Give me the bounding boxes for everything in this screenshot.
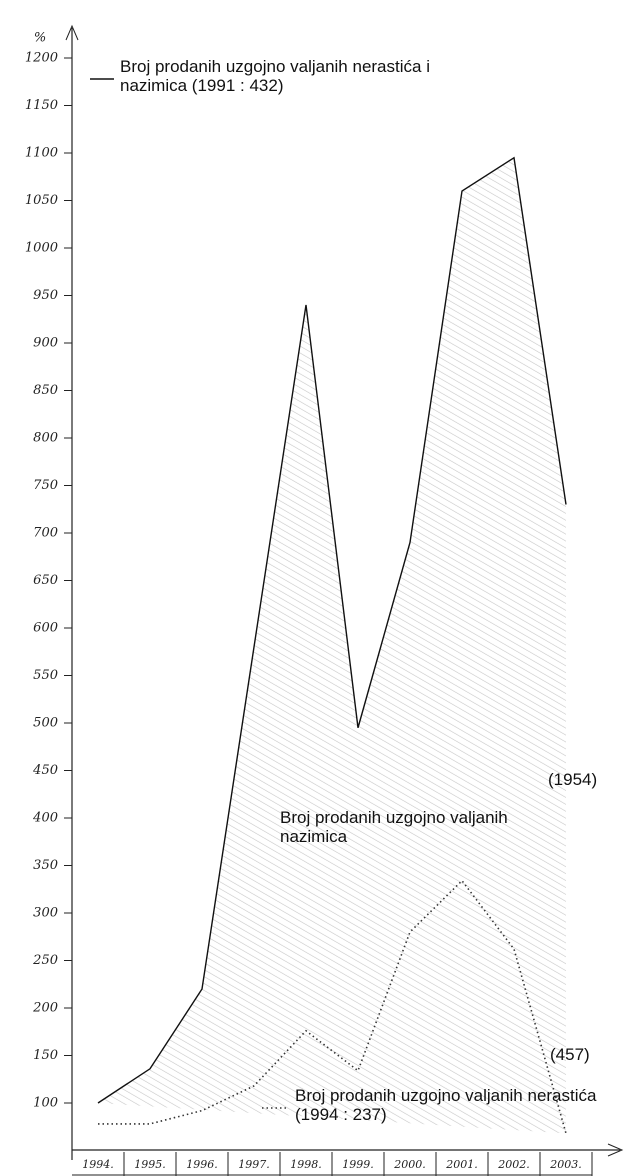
y-tick-label: 150 bbox=[33, 1048, 58, 1063]
x-tick-label: 1997. bbox=[238, 1158, 270, 1171]
x-tick-label: 2001. bbox=[445, 1158, 478, 1171]
legend-label: Broj prodanih uzgojno valjanih nerastića… bbox=[120, 57, 430, 95]
x-tick-label: 2000. bbox=[393, 1158, 426, 1171]
x-tick-label: 2003. bbox=[549, 1158, 582, 1171]
y-tick-label: 650 bbox=[33, 573, 58, 588]
y-tick-label: 400 bbox=[32, 811, 58, 826]
y-tick-label: 500 bbox=[33, 716, 58, 731]
y-tick-label: 1100 bbox=[25, 146, 58, 161]
x-tick-label: 1994. bbox=[82, 1158, 114, 1171]
y-tick-label: 550 bbox=[33, 668, 58, 683]
y-tick-label: 900 bbox=[33, 336, 58, 351]
annotation: (1954) bbox=[548, 770, 598, 789]
y-tick-label: 600 bbox=[33, 621, 58, 636]
x-tick-label: 1999. bbox=[342, 1158, 374, 1171]
x-tick-label: 1995. bbox=[134, 1158, 166, 1171]
y-tick-label: 200 bbox=[32, 1001, 58, 1016]
y-tick-label: 1000 bbox=[25, 241, 58, 256]
x-tick-label: 1998. bbox=[290, 1158, 322, 1171]
x-tick-label: 2002. bbox=[497, 1158, 530, 1171]
y-tick-label: 100 bbox=[33, 1096, 58, 1111]
y-tick-label: 300 bbox=[33, 906, 58, 921]
annotation: Broj prodanih uzgojno valjanih nazimica bbox=[280, 808, 508, 846]
y-tick-label: 1200 bbox=[25, 51, 58, 66]
area bbox=[98, 157, 566, 1134]
y-tick-label: 250 bbox=[32, 953, 58, 968]
y-tick-label: 850 bbox=[33, 383, 58, 398]
y-tick-label: 950 bbox=[33, 288, 58, 303]
y-tick-label: 750 bbox=[33, 478, 58, 493]
y-tick-label: 1050 bbox=[25, 193, 58, 208]
x-arrow bbox=[607, 1143, 624, 1157]
y-axis-label: % bbox=[34, 31, 46, 46]
y-tick-label: 1150 bbox=[25, 98, 58, 113]
series-line bbox=[97, 156, 567, 1104]
y-tick-label: 700 bbox=[33, 526, 58, 541]
annotation: (457) bbox=[550, 1045, 590, 1064]
y-tick-label: 350 bbox=[33, 858, 58, 873]
y-tick-label: 800 bbox=[33, 431, 58, 446]
x-tick-label: 1996. bbox=[186, 1158, 218, 1171]
legend-label: Broj prodanih uzgojno valjanih nerastića… bbox=[295, 1086, 597, 1124]
y-tick-label: 450 bbox=[32, 763, 58, 778]
y-arrow bbox=[65, 24, 79, 41]
